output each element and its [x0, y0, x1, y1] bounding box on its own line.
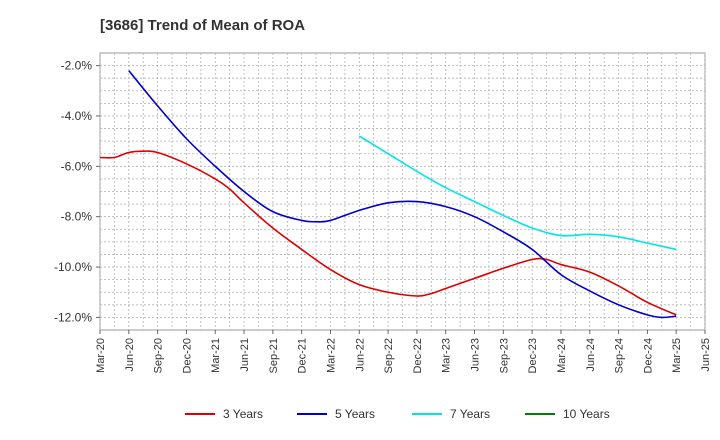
- legend-label-10-years: 10 Years: [563, 407, 610, 421]
- x-tick-label: Dec-21: [297, 338, 309, 373]
- y-tick-label: -12.0%: [54, 310, 92, 324]
- x-tick-label: Mar-22: [325, 338, 337, 373]
- x-tick-label: Jun-24: [585, 338, 597, 372]
- x-tick-label: Mar-20: [95, 338, 107, 373]
- chart-title: [3686] Trend of Mean of ROA: [100, 17, 305, 34]
- series-line-3-years: [99, 150, 677, 316]
- x-tick-label: Jun-20: [124, 338, 136, 372]
- y-tick-label: -8.0%: [61, 210, 93, 224]
- y-tick-label: -10.0%: [54, 260, 92, 274]
- legend-label-3-years: 3 Years: [223, 407, 263, 421]
- legend: 3 Years 5 Years 7 Years 10 Years: [185, 407, 610, 421]
- x-tick-label: Mar-25: [671, 338, 683, 373]
- x-tick-label: Mar-24: [556, 338, 568, 373]
- x-tick-label: Dec-24: [642, 338, 654, 373]
- x-tick-label: Sep-22: [383, 338, 395, 373]
- x-tick-label: Sep-23: [498, 338, 510, 373]
- x-tick-label: Sep-20: [153, 338, 165, 373]
- y-axis-ticks: -2.0% -4.0% -6.0% -8.0% -10.0% -12.0%: [54, 59, 100, 324]
- x-tick-label: Dec-20: [181, 338, 193, 373]
- x-tick-label: Sep-24: [614, 338, 626, 373]
- y-tick-label: -6.0%: [61, 159, 93, 173]
- x-tick-label: Sep-21: [268, 338, 280, 373]
- x-tick-label: Jun-21: [239, 338, 251, 372]
- series-lines: [99, 70, 677, 319]
- x-tick-label: Mar-21: [210, 338, 222, 373]
- x-tick-label: Dec-22: [412, 338, 424, 373]
- x-axis-ticks: Mar-20 Jun-20 Sep-20 Dec-20 Mar-21 Jun-21 Sep-…: [95, 330, 712, 373]
- x-tick-label: Jun-25: [700, 338, 712, 372]
- y-tick-label: -4.0%: [61, 109, 93, 123]
- x-tick-label: Mar-23: [441, 338, 453, 373]
- legend-label-5-years: 5 Years: [335, 407, 375, 421]
- series-line-7-years: [358, 135, 677, 251]
- y-tick-label: -2.0%: [61, 59, 93, 73]
- x-tick-label: Jun-22: [354, 338, 366, 372]
- grid-lines: [99, 53, 706, 330]
- legend-label-7-years: 7 Years: [450, 407, 490, 421]
- series-line-5-years: [128, 70, 677, 319]
- x-tick-label: Jun-23: [470, 338, 482, 372]
- x-tick-label: Dec-23: [527, 338, 539, 373]
